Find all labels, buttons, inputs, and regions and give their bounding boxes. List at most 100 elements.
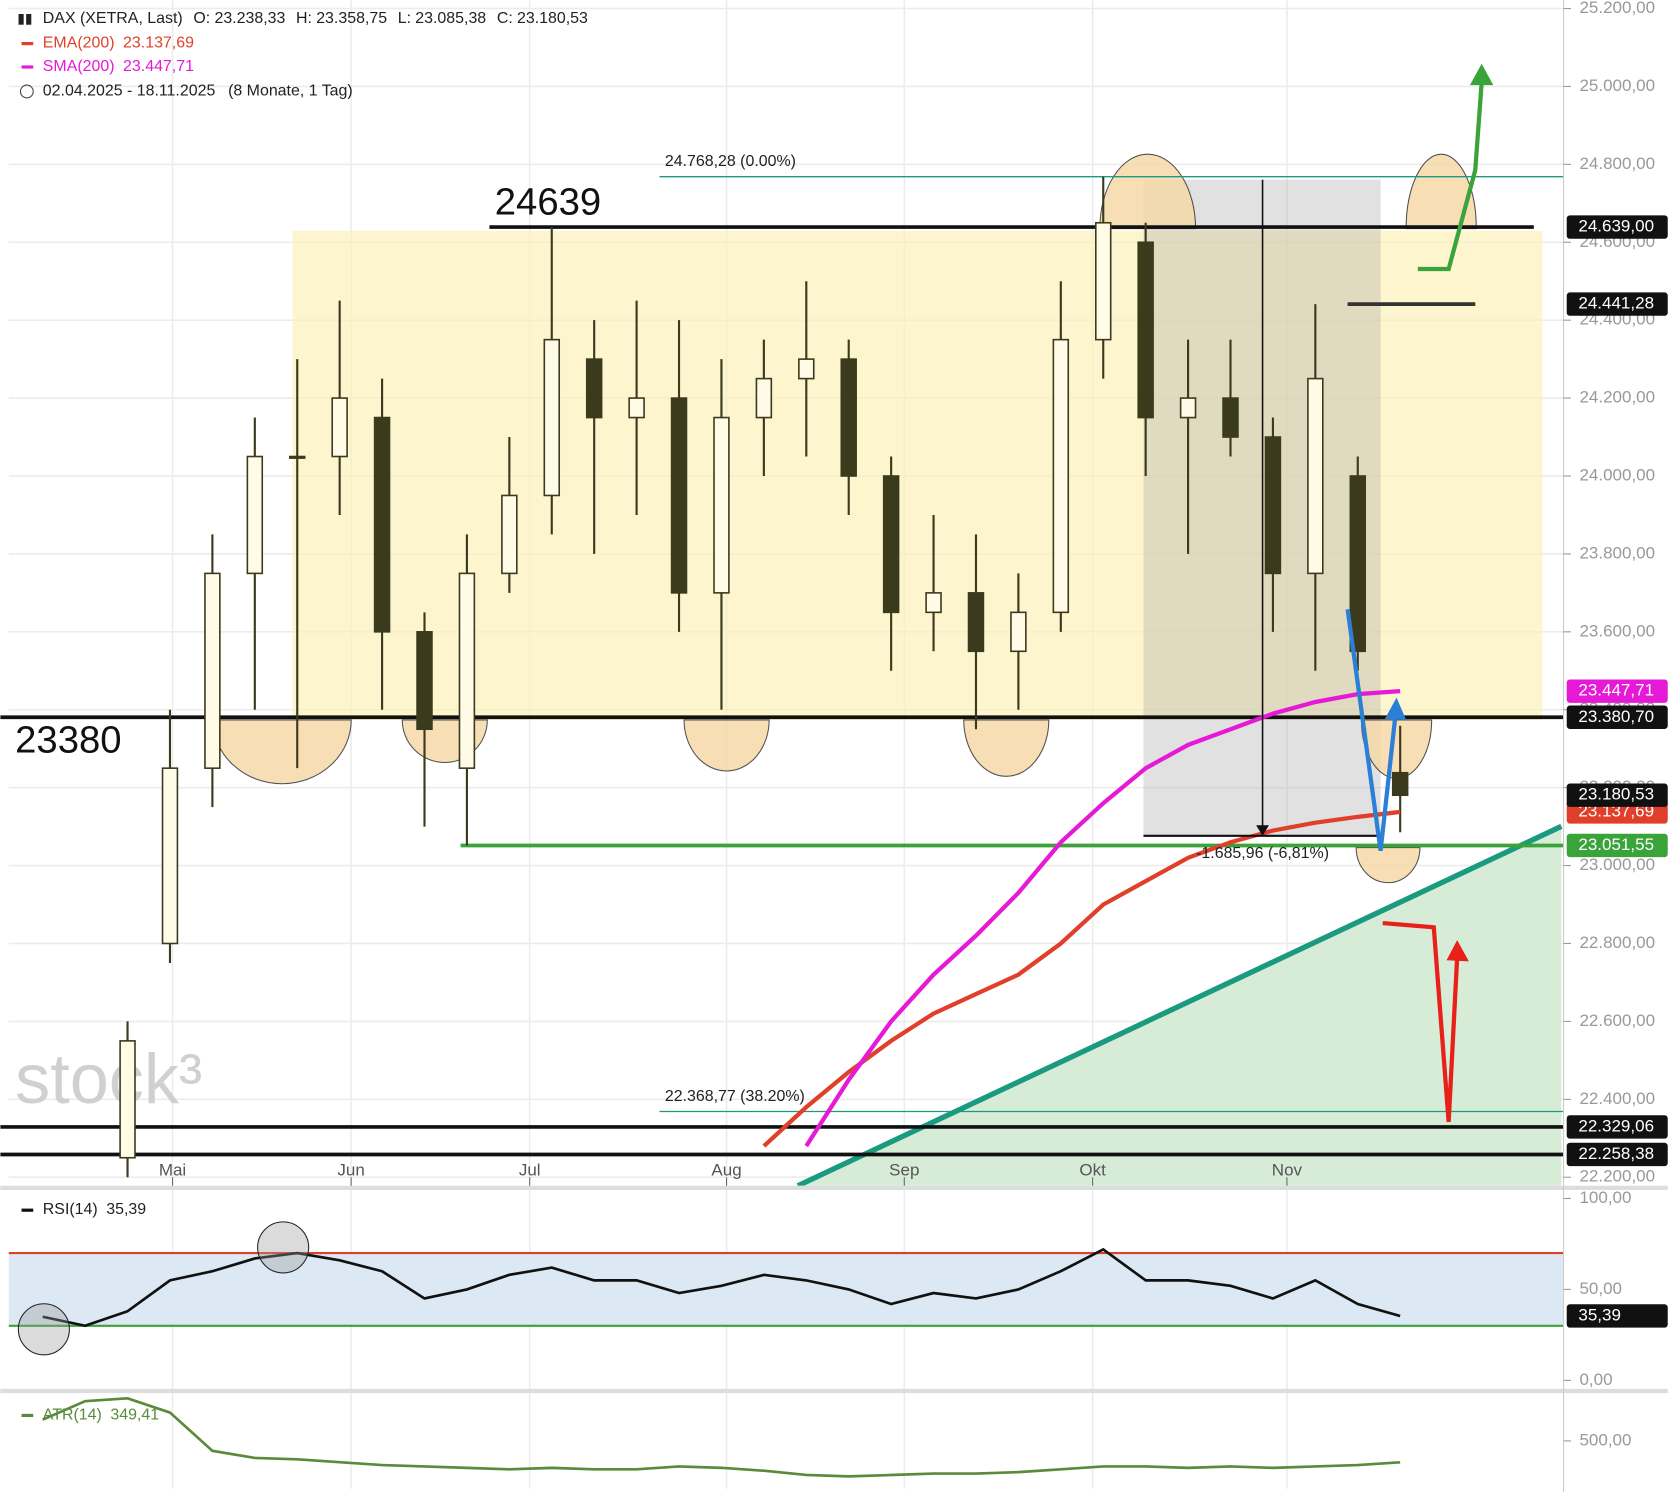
legend-name: ATR(14) — [43, 1407, 102, 1424]
ohlc-key: L: — [398, 10, 411, 27]
candle-body — [1307, 377, 1324, 575]
y-tick-label: 500,00 — [1579, 1430, 1631, 1449]
rsi-legend: RSI(14) 35,39 — [43, 1201, 146, 1218]
rsi-panel — [8, 1247, 1564, 1328]
title: DAX (XETRA, Last) — [43, 10, 183, 27]
price-badge-label: 23.180,53 — [1578, 785, 1654, 804]
period-note: (8 Monate, 1 Tag) — [228, 83, 353, 100]
blue-arrow — [1345, 609, 1398, 852]
ohlc-key: C: — [497, 10, 513, 27]
candle-body — [1179, 397, 1197, 419]
candle-body — [458, 572, 476, 769]
candle-body — [882, 475, 900, 614]
candle-body — [628, 397, 645, 419]
range-box — [292, 230, 1543, 720]
blue-arrow-head — [1384, 697, 1407, 720]
candle-body — [1264, 436, 1282, 575]
support-label: 23380 — [15, 718, 121, 761]
red-arrow-head — [1446, 940, 1469, 962]
price-badge-label: 23.380,70 — [1578, 707, 1654, 726]
legend-value: 23.137,69 — [123, 35, 194, 52]
period: 02.04.2025 - 18.11.2025 (8 Monate, 1 Tag) — [43, 83, 353, 100]
candle-body — [1391, 771, 1409, 797]
main-layout: stock³ — [15, 153, 1563, 1186]
indicator-line — [804, 689, 1401, 1148]
y-tick-label: 100,00 — [1579, 1188, 1631, 1207]
price-badge — [1566, 705, 1668, 729]
x-tick-label: Nov — [1272, 1160, 1303, 1179]
y-tick-label: 23.000,00 — [1579, 855, 1655, 874]
price-panel: 24.768,28 (0.00%) 22.368,77 (38.20%) — [0, 153, 1564, 1178]
price-badge — [1566, 783, 1668, 807]
y-tick-label: 24.000,00 — [1579, 465, 1655, 484]
candle-body — [204, 572, 221, 769]
ohlc-value: 23.085,38 — [415, 10, 486, 27]
arc — [1355, 847, 1421, 884]
candle-body — [373, 416, 391, 633]
arc — [963, 719, 1050, 777]
price-badge — [1566, 833, 1668, 858]
y-tick-label: 50,00 — [1579, 1279, 1622, 1298]
ohlc-value: 23.180,53 — [517, 10, 588, 27]
candle-body — [1349, 475, 1367, 653]
legend-value: 23.447,71 — [123, 58, 194, 75]
price-badge — [1566, 292, 1668, 316]
measure-label: -1.685,96 (-6,81%) — [1196, 845, 1329, 862]
legend-name: RSI(14) — [43, 1201, 98, 1218]
period-range: 02.04.2025 - 18.11.2025 — [43, 83, 216, 100]
y-tick-label: 23.600,00 — [1579, 621, 1655, 640]
candle-body — [1137, 241, 1154, 419]
y-tick-label: 22.600,00 — [1579, 1011, 1655, 1030]
price-badge — [1566, 679, 1668, 703]
candle-body — [416, 631, 433, 731]
ohlc-value: 23.358,75 — [316, 10, 387, 27]
y-tick-label: 22.200,00 — [1579, 1167, 1655, 1186]
price-badge — [1566, 1115, 1668, 1139]
x-tick-label: Mai — [159, 1160, 186, 1179]
legend-name: SMA(200) — [43, 58, 115, 75]
candle-body — [161, 767, 179, 945]
y-tick-label: 24.800,00 — [1579, 154, 1655, 173]
candle-body — [1222, 397, 1239, 438]
x-tick-label: Jul — [519, 1160, 541, 1179]
candle-body — [798, 358, 815, 380]
header: ▮▮ DAX (XETRA, Last) O: 23.238,33 H: 23.358,… — [17, 10, 588, 1424]
candle-body — [967, 592, 985, 653]
up-arrow — [1417, 82, 1484, 272]
y-tick-label: 25.200,00 — [1579, 0, 1655, 17]
y-tick-label: 23.800,00 — [1579, 543, 1655, 562]
candle-body — [585, 358, 603, 419]
rsi-circle — [257, 1221, 310, 1274]
ohlc-key: O: — [193, 10, 210, 27]
candle-body — [1010, 611, 1027, 653]
legend-entry: SMA(200) 23.447,71 — [43, 58, 194, 75]
atr-legend: ATR(14) 349,41 — [43, 1407, 159, 1424]
header-line: DAX (XETRA, Last) O: 23.238,33 H: 23.358,75 L… — [43, 10, 588, 27]
swing-arcs — [212, 153, 1477, 884]
up-arrow-head — [1469, 63, 1494, 86]
value-badge — [1566, 1304, 1668, 1328]
candle-body — [288, 455, 306, 459]
bar-icon: ▮▮ — [17, 10, 32, 26]
price-badge — [1566, 215, 1668, 239]
y-tick-label: 22.400,00 — [1579, 1089, 1655, 1108]
red-arrow — [1382, 920, 1460, 1123]
candle-body — [840, 358, 857, 477]
level-band — [8, 1253, 1564, 1326]
legend-name: EMA(200) — [43, 35, 115, 52]
arc — [1405, 153, 1477, 230]
x-tick-label: Aug — [711, 1160, 741, 1179]
y-tick-label: 25.000,00 — [1579, 76, 1655, 95]
indicator-line — [42, 1396, 1401, 1478]
price-badge — [1566, 1142, 1668, 1167]
x-tick-label: Jun — [337, 1160, 364, 1179]
clock-icon — [19, 84, 34, 99]
y-tick-label: 22.800,00 — [1579, 933, 1655, 952]
candle-body — [501, 494, 518, 575]
legend-value: 35,39 — [106, 1201, 146, 1218]
legend-value: 349,41 — [110, 1407, 159, 1424]
price-badge-label: 24.639,00 — [1578, 217, 1654, 236]
atr-panel — [42, 1396, 1401, 1478]
ohlc-value: 23.238,33 — [214, 10, 285, 27]
